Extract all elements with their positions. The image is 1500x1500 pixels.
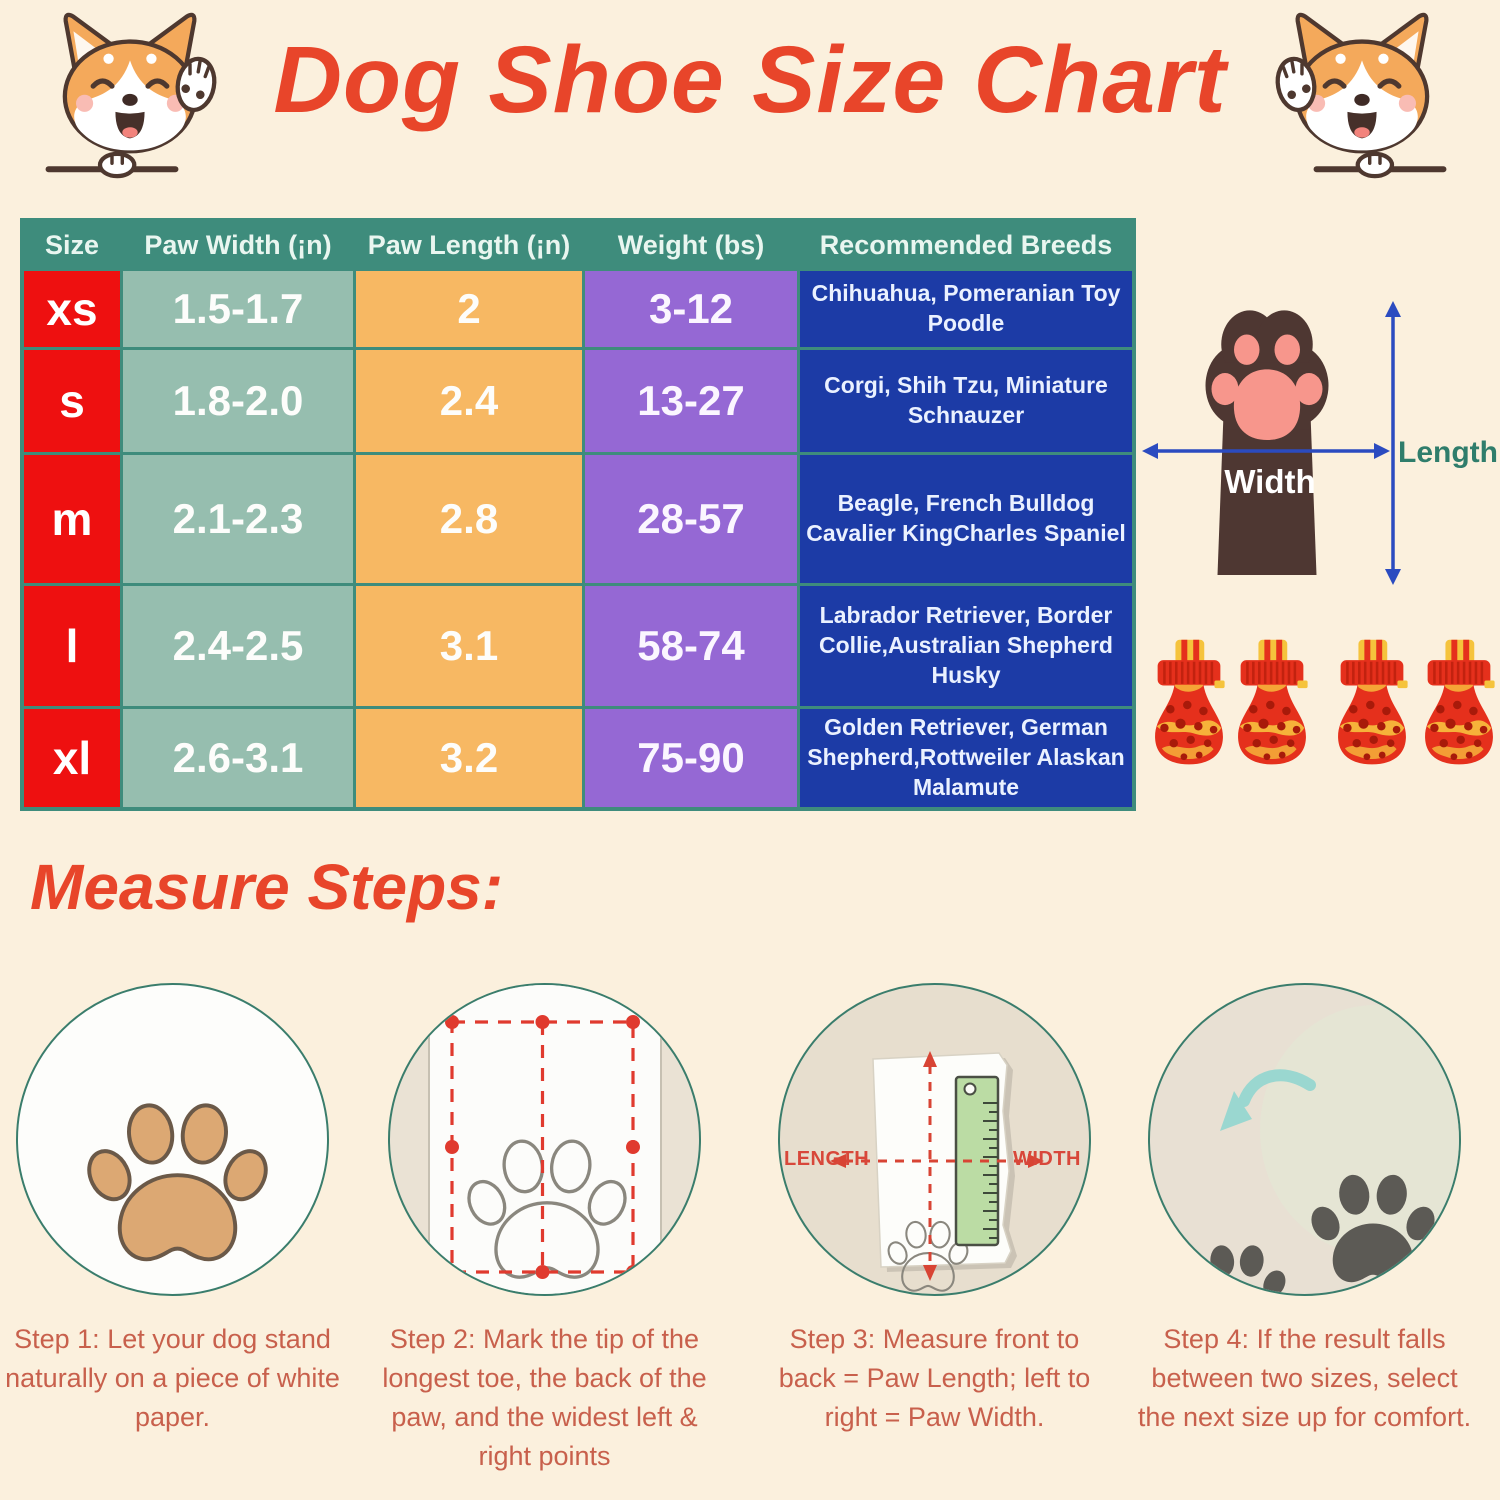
column-header-paw-width: Paw Width (¡n) [123,222,353,268]
dog-shoe-icon [1333,638,1411,767]
cell-s-weight: 13-27 [585,350,797,452]
column-header-size: Size [24,222,120,268]
step-4: Step 4: If the result falls between two … [1132,983,1477,1437]
paw-print-icon [18,985,329,1296]
cell-xs-breeds: Chihuahua, Pomeranian Toy Poodle [800,271,1132,347]
cell-l-breeds: Labrador Retriever, Border Collie,Austra… [800,586,1132,706]
cell-m-weight: 28-57 [585,455,797,583]
cell-s-size: s [24,350,120,452]
cell-xl-breeds: Golden Retriever, German Shepherd,Rottwe… [800,709,1132,807]
length-label: Length [1398,436,1498,469]
curved-arrow-icon [1238,1069,1316,1107]
measure-steps-heading: Measure Steps: [30,851,504,923]
dog-shoe-icon [1233,638,1311,767]
step2-circle [388,983,701,1296]
step3-width-label: WIDTH [1012,1148,1081,1170]
cell-s-paw-width: 1.8-2.0 [123,350,353,452]
dog-shoes-row [1140,630,1500,790]
step2-caption: Step 2: Mark the tip of the longest toe,… [382,1324,707,1472]
cell-l-weight: 58-74 [585,586,797,706]
cell-xl-size: xl [24,709,120,807]
cell-xl-weight: 75-90 [585,709,797,807]
cell-m-breeds: Beagle, French Bulldog Cavalier KingChar… [800,455,1132,583]
step3-caption: Step 3: Measure front to back = Paw Leng… [778,1324,1091,1433]
width-label: Width [1224,463,1316,500]
paw-with-ruler-icon [830,1051,1044,1296]
step4-circle [1148,983,1461,1296]
cell-m-paw-length: 2.8 [356,455,582,583]
step4-caption: Step 4: If the result falls between two … [1137,1324,1472,1433]
cell-xl-paw-length: 3.2 [356,709,582,807]
cell-xl-paw-width: 2.6-3.1 [123,709,353,807]
step-3: LENGTH WIDTH Step 3: Measure front to ba… [762,983,1107,1437]
paw-measure-diagram: Width Length [1140,255,1500,635]
step3-circle: LENGTH WIDTH [778,983,1091,1296]
paw-prints-comparison-icon [1150,1005,1459,1296]
step-2: Step 2: Mark the tip of the longest toe,… [372,983,717,1477]
cell-l-size: l [24,586,120,706]
cell-m-size: m [24,455,120,583]
cell-l-paw-width: 2.4-2.5 [123,586,353,706]
cell-l-paw-length: 3.1 [356,586,582,706]
step1-circle [16,983,329,1296]
paw-outline-with-marks-icon [445,1015,640,1279]
column-header-weight: Weight (bs) [585,222,797,268]
cell-s-breeds: Corgi, Shih Tzu, Miniature Schnauzer [800,350,1132,452]
page-title: Dog Shoe Size Chart [273,27,1227,133]
cell-xs-paw-length: 2 [356,271,582,347]
paper-sheet [428,985,662,1294]
cell-xs-weight: 3-12 [585,271,797,347]
step3-length-label: LENGTH [784,1148,870,1170]
step-1: Step 1: Let your dog stand naturally on … [0,983,345,1437]
cell-xs-size: xs [24,271,120,347]
size-chart-table: Size Paw Width (¡n) Paw Length (¡n) Weig… [20,218,1136,811]
step1-caption: Step 1: Let your dog stand naturally on … [5,1324,340,1433]
cell-m-paw-width: 2.1-2.3 [123,455,353,583]
dog-shoe-icon [1150,638,1228,767]
cell-s-paw-length: 2.4 [356,350,582,452]
column-header-paw-length: Paw Length (¡n) [356,222,582,268]
column-header-breeds: Recommended Breeds [800,222,1132,268]
corgi-dog-mirrored-icon [1272,4,1452,182]
cell-xs-paw-width: 1.5-1.7 [123,271,353,347]
measure-arrows-icon [1142,301,1401,585]
dog-shoe-icon [1420,638,1498,767]
